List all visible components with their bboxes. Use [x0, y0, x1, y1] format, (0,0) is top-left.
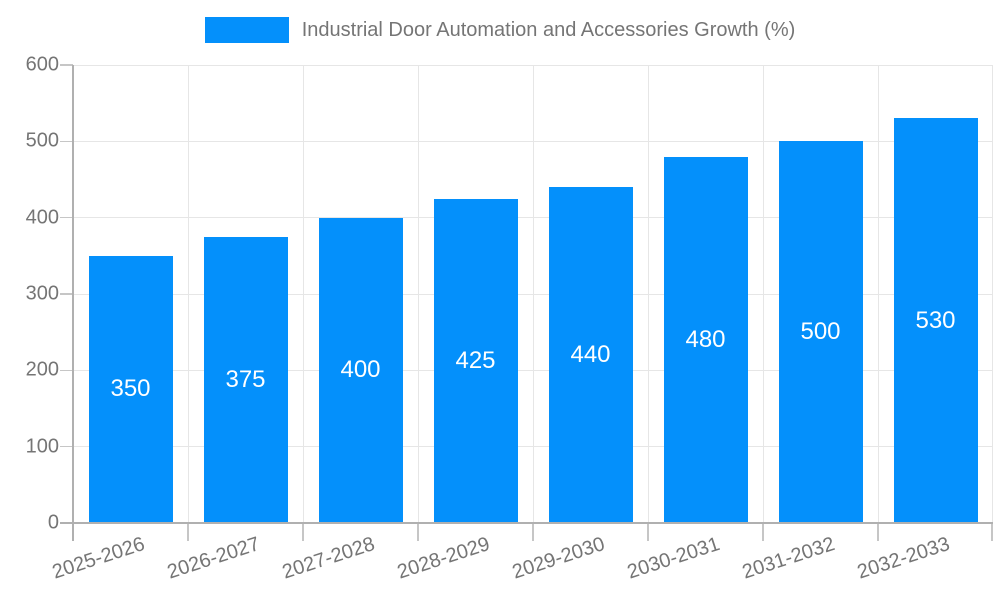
x-axis-label: 2029-2030	[509, 533, 608, 584]
x-axis-tick	[532, 523, 534, 541]
bar[interactable]: 425	[433, 198, 518, 523]
x-axis-label: 2030-2031	[624, 533, 723, 584]
bar[interactable]: 350	[88, 255, 173, 523]
bar[interactable]: 375	[203, 236, 288, 523]
x-axis-label: 2027-2028	[279, 533, 378, 584]
x-axis-label: 2025-2026	[49, 533, 148, 584]
bar-value-label: 400	[340, 356, 381, 384]
x-axis-tick	[187, 523, 189, 541]
bar-value-label: 350	[110, 375, 151, 403]
y-axis-line	[72, 65, 74, 541]
bar[interactable]: 500	[778, 141, 863, 523]
y-axis-tick	[60, 64, 73, 66]
gridline-v	[417, 65, 419, 523]
legend-swatch	[204, 17, 289, 43]
bar-value-label: 530	[915, 306, 956, 334]
y-axis-tick	[60, 216, 73, 219]
bar[interactable]: 480	[663, 156, 748, 523]
gridline-v	[647, 65, 649, 523]
legend-item[interactable]: Industrial Door Automation and Accessori…	[0, 17, 1000, 43]
x-axis-label: 2026-2027	[164, 533, 263, 584]
legend-label: Industrial Door Automation and Accessori…	[301, 19, 796, 41]
gridline-v	[991, 65, 993, 523]
x-axis-tick	[302, 523, 304, 541]
y-axis-tick	[60, 369, 73, 372]
y-axis-label: 500	[25, 129, 59, 152]
bar[interactable]: 530	[893, 118, 978, 523]
y-axis-tick	[60, 445, 73, 448]
y-axis-label: 600	[25, 53, 59, 76]
gridline-v	[532, 65, 534, 523]
bar[interactable]: 400	[318, 217, 403, 523]
y-axis-tick	[60, 140, 73, 143]
gridline-v	[187, 65, 189, 523]
y-axis-label: 0	[47, 511, 59, 534]
x-axis-label: 2032-2033	[854, 533, 953, 584]
bar-value-label: 500	[800, 318, 841, 346]
bar-value-label: 375	[225, 365, 266, 393]
bar[interactable]: 440	[548, 187, 633, 523]
x-axis-label: 2031-2032	[739, 533, 838, 584]
x-axis-tick	[991, 523, 993, 541]
x-axis-tick	[762, 523, 764, 541]
plot-area: 0 100 200 300 400 500 600 350 2025-2026 375 2026-2…	[26, 54, 993, 583]
bar-value-label: 480	[685, 325, 726, 353]
x-axis-tick	[647, 523, 649, 541]
y-axis-tick	[60, 293, 73, 295]
x-axis-label: 2028-2029	[394, 533, 493, 584]
gridline-v	[877, 65, 879, 523]
x-axis-tick	[877, 523, 879, 541]
x-axis-tick	[417, 523, 419, 541]
bar-value-label: 440	[570, 341, 611, 369]
gridline-v	[302, 65, 304, 523]
y-axis-label: 200	[25, 358, 59, 381]
y-axis-label: 400	[25, 206, 59, 229]
y-axis-label: 100	[25, 435, 59, 458]
x-axis-line	[60, 522, 993, 524]
y-axis-label: 300	[25, 282, 59, 305]
bar-value-label: 425	[455, 346, 496, 374]
gridline-v	[762, 65, 764, 523]
